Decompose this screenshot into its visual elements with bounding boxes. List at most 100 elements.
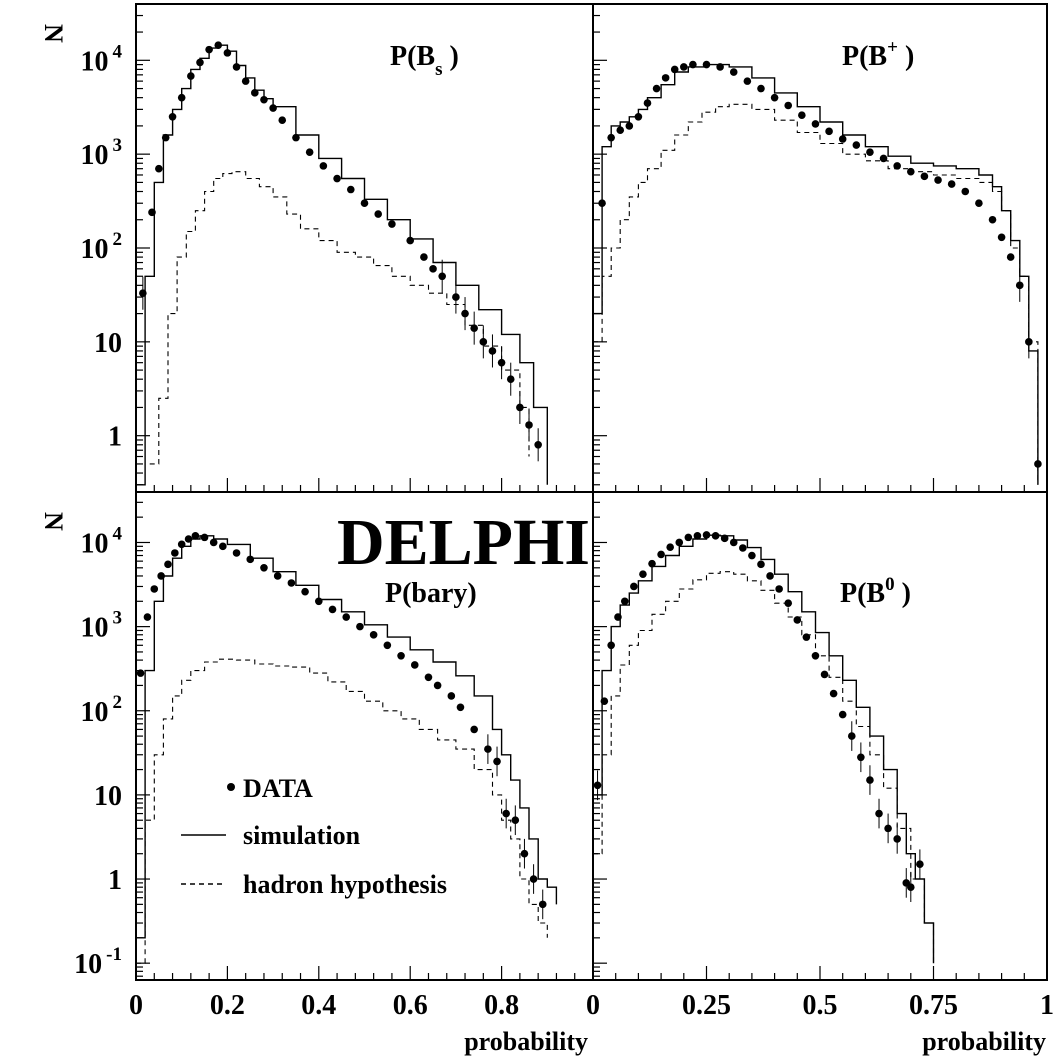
panel-title: P(B0 ) (840, 574, 911, 609)
data-point (502, 809, 510, 818)
data-point (630, 582, 638, 591)
data-point (388, 220, 396, 228)
data-point (456, 703, 465, 712)
data-point (538, 900, 547, 909)
panel-title-script: s (435, 59, 442, 80)
data-point (875, 809, 883, 818)
data-point (657, 550, 665, 559)
plot-area (592, 501, 1048, 980)
panel-title-tail: ) (898, 41, 914, 72)
data-point (666, 543, 674, 551)
plot-area (135, 501, 594, 980)
simulation-line (136, 535, 558, 939)
data-point (743, 77, 752, 85)
data-point (838, 710, 847, 719)
data-point (648, 559, 656, 568)
y-tick-exponent: -1 (106, 944, 122, 965)
data-point (680, 63, 688, 71)
data-point (397, 651, 405, 660)
y-tick-base: 10 (74, 949, 102, 980)
data-point (200, 533, 209, 542)
y-tick-base: 10 (81, 234, 109, 265)
y-tick-label: 10 4 (81, 41, 123, 77)
data-point (625, 122, 634, 130)
data-point (525, 421, 533, 429)
data-point (639, 570, 647, 578)
y-tick-exponent: 4 (113, 524, 123, 545)
legend: DATA simulation hadron hypothesis (181, 774, 447, 899)
legend-data-label: DATA (243, 774, 313, 803)
data-point (506, 375, 515, 383)
y-tick-label: 1 (108, 865, 122, 896)
simulation-line (593, 534, 935, 964)
data-point (333, 174, 341, 183)
simulation-line (136, 44, 548, 486)
data-point (342, 613, 351, 621)
panel-title: P(bary) (385, 578, 477, 609)
data-point (784, 101, 793, 110)
hadron-hypothesis-line (593, 571, 935, 964)
y-tick-label: 10 4 (81, 524, 123, 560)
panel-title-tail: ) (895, 578, 911, 609)
data-point (511, 816, 520, 825)
y-tick-label: 10 -1 (74, 944, 122, 980)
panel-title-tail: ) (443, 41, 459, 72)
x-tick-label: 0.25 (682, 990, 731, 1021)
data-point (260, 95, 268, 104)
simulation-line (593, 63, 1039, 485)
y-tick-exponent: 2 (113, 692, 123, 713)
panel-title-main: P(B (842, 41, 887, 72)
y-tick-exponent: 3 (113, 608, 123, 629)
data-point (488, 347, 497, 355)
y-tick-base: 10 (81, 46, 109, 77)
y-axis-title-bottom: N (39, 512, 68, 531)
data-point (757, 560, 765, 569)
data-point (920, 172, 929, 181)
hadron-hypothesis-line (593, 103, 1039, 485)
data-point (516, 403, 524, 412)
data-point (934, 176, 942, 184)
data-point (470, 725, 478, 734)
x-tick-labels: 0 0.25 0.5 0.75 1 (586, 990, 1054, 1021)
legend-hadron-label: hadron hypothesis (243, 870, 447, 899)
data-point (620, 597, 629, 606)
data-point (820, 670, 829, 679)
data-point (675, 538, 684, 547)
x-tick-label: 0 (586, 990, 600, 1021)
y-tick-label: 10 (94, 781, 122, 812)
data-point (470, 324, 478, 332)
panel-title-script: 0 (885, 574, 895, 595)
data-point (947, 180, 956, 188)
x-tick-label: 0 (129, 990, 143, 1021)
data-point (209, 538, 218, 547)
data-point (1015, 281, 1024, 290)
data-point (811, 120, 820, 128)
panel-title-main: P(B (840, 578, 885, 609)
x-tick-label: 0.4 (301, 990, 336, 1021)
x-tick-labels: 0 0.2 0.4 0.6 0.8 (129, 990, 519, 1021)
data-point (988, 215, 997, 224)
data-point (452, 293, 460, 301)
plot-area (592, 14, 1048, 492)
data-point (328, 605, 337, 614)
data-point (346, 185, 355, 194)
data-point (866, 148, 874, 156)
panel-title: P(Bs ) (390, 41, 459, 80)
data-point (278, 116, 287, 125)
data-point (429, 265, 437, 273)
data-point (251, 89, 259, 97)
data-point (150, 585, 159, 593)
data-point (484, 745, 492, 753)
data-point (616, 126, 625, 134)
data-point (424, 673, 433, 682)
data-point (143, 613, 152, 621)
data-point (916, 860, 924, 869)
delphi-watermark: DELPHI (337, 506, 590, 579)
data-point (793, 616, 802, 624)
data-point (410, 661, 419, 669)
y-tick-label: 10 3 (81, 608, 123, 644)
